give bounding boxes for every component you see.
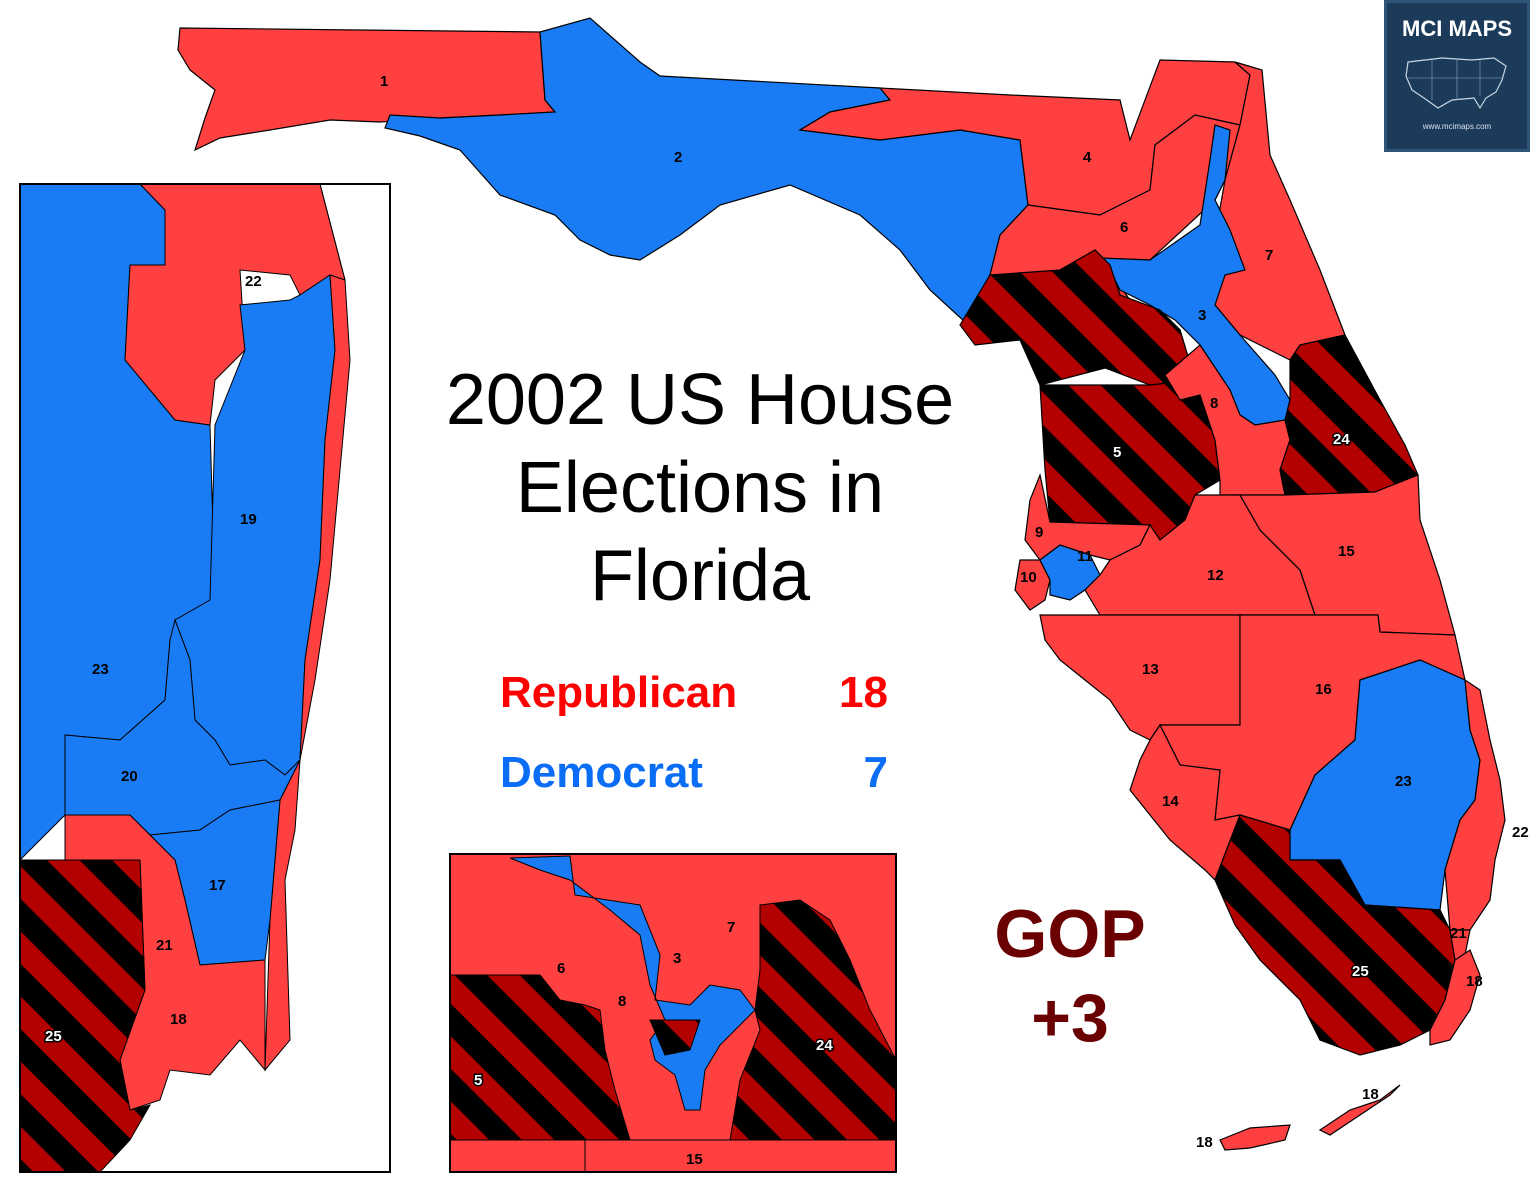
inset-c-district-24 <box>729 899 896 1141</box>
badge-name: MCI MAPS <box>1402 16 1512 41</box>
main-map <box>177 17 1506 1151</box>
title-line-3: Florida <box>589 536 811 616</box>
legend-republican-label: Republican <box>500 668 738 717</box>
label-d22: 22 <box>1512 824 1529 841</box>
inset-label-18: 18 <box>170 1011 187 1028</box>
inset-c-district-5 <box>450 974 631 1141</box>
inset-c-district-5-chunk <box>649 1019 701 1056</box>
label-d16: 16 <box>1315 681 1332 698</box>
legend-democrat-label: Democrat <box>500 748 703 797</box>
district-24 <box>1279 334 1419 496</box>
badge-url: www.mcimaps.com <box>1422 122 1492 131</box>
inset-label-22: 22 <box>245 273 262 290</box>
label-d25: 25 <box>1352 963 1369 980</box>
label-d23: 23 <box>1395 773 1412 790</box>
label-d3: 3 <box>1198 307 1206 324</box>
inset-c-label-5: 5 <box>474 1072 482 1089</box>
label-d5: 5 <box>1113 444 1121 461</box>
us-map-icon <box>1405 57 1507 110</box>
label-d18-keys-a: 18 <box>1362 1086 1379 1103</box>
label-d7: 7 <box>1265 247 1273 264</box>
mci-maps-badge: MCI MAPS www.mcimaps.com <box>1384 0 1530 152</box>
label-d12: 12 <box>1207 567 1224 584</box>
inset-south-florida: 22 19 23 20 17 21 25 18 <box>19 183 391 1173</box>
legend-republican-count: 18 <box>839 668 888 717</box>
district-18 <box>1429 949 1481 1046</box>
inset-c-label-3: 3 <box>673 950 681 967</box>
label-d15: 15 <box>1338 543 1355 560</box>
inset-label-21: 21 <box>156 937 173 954</box>
district-13 <box>1039 614 1241 741</box>
title-line-1: 2002 US House <box>445 360 955 440</box>
label-d24: 24 <box>1333 431 1350 448</box>
label-d2: 2 <box>674 149 682 166</box>
label-d6: 6 <box>1120 219 1128 236</box>
label-d4: 4 <box>1083 149 1092 166</box>
inset-central-florida: 7 6 3 8 24 5 15 <box>449 853 897 1173</box>
inset-c-district-3 <box>509 855 756 1111</box>
label-d11: 11 <box>1077 548 1093 565</box>
inset-label-25: 25 <box>45 1028 62 1045</box>
label-d10: 10 <box>1020 569 1037 586</box>
inset-label-23: 23 <box>92 661 109 678</box>
label-d18-keys-b: 18 <box>1196 1134 1213 1151</box>
inset-label-19: 19 <box>240 511 257 528</box>
label-d14: 14 <box>1162 793 1179 810</box>
label-d13: 13 <box>1142 661 1159 678</box>
legend-democrat: Democrat 7 <box>500 748 900 804</box>
gop-swing: GOP +3 <box>960 892 1180 1060</box>
map-title: 2002 US House Elections in Florida <box>400 356 1000 620</box>
inset-c-label-15: 15 <box>686 1151 703 1168</box>
legend-democrat-count: 7 <box>863 748 888 797</box>
label-d18: 18 <box>1466 973 1483 990</box>
inset-c-label-8: 8 <box>618 993 626 1010</box>
inset-c-label-6: 6 <box>557 960 565 977</box>
inset-c-district-15 <box>584 1139 896 1172</box>
title-line-2: Elections in <box>515 448 885 528</box>
label-d1: 1 <box>380 73 388 90</box>
inset-district-25 <box>20 859 152 1172</box>
inset-label-17: 17 <box>209 877 226 894</box>
main-map-labels: 1 2 4 6 7 3 8 24 5 9 11 10 12 15 13 16 2… <box>380 73 1529 1151</box>
district-18-keys-b <box>1219 1124 1291 1151</box>
label-d21: 21 <box>1450 925 1467 942</box>
label-d8: 8 <box>1210 395 1218 412</box>
inset-c-label-7: 7 <box>727 919 735 936</box>
inset-label-20: 20 <box>121 768 138 785</box>
legend-republican: Republican 18 <box>500 668 900 724</box>
swing-line-2: +3 <box>1031 980 1109 1056</box>
inset-c-label-24: 24 <box>816 1037 833 1054</box>
district-18-keys-a <box>1318 1084 1401 1136</box>
label-d9: 9 <box>1035 524 1043 541</box>
swing-line-1: GOP <box>994 896 1146 972</box>
